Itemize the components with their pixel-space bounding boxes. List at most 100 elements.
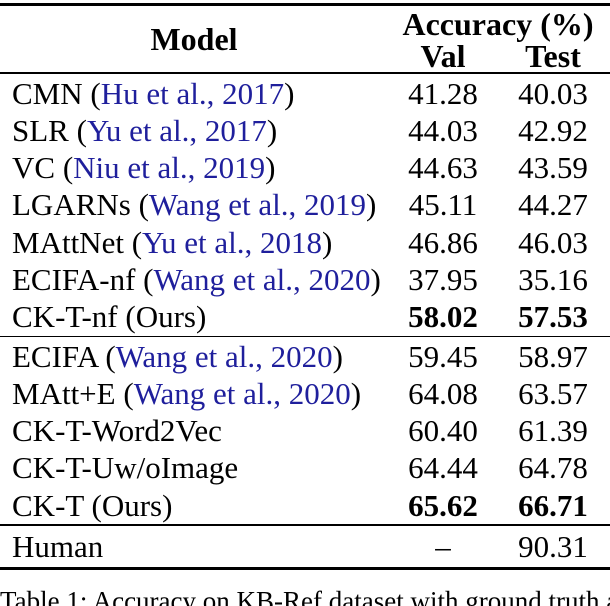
citation: (Yu et al., 2018) <box>123 224 333 260</box>
val-cell: 64.08 <box>408 376 478 412</box>
citation: (Wang et al., 2020) <box>116 376 361 411</box>
citation: (Hu et al., 2017) <box>83 75 295 111</box>
model-cell: LGARNs (Wang et al., 2019) <box>0 187 388 223</box>
citation-link[interactable]: Yu et al., 2017 <box>86 112 267 148</box>
citation: (Wang et al., 2020) <box>135 261 381 297</box>
val-cell: 44.03 <box>408 112 478 148</box>
val-cell: 59.45 <box>408 338 478 374</box>
close-paren: ) <box>332 338 343 374</box>
citation-link[interactable]: Wang et al., 2020 <box>133 376 351 412</box>
section-divider-rule <box>0 524 610 527</box>
table-section: Human – 90.31 <box>0 526 610 567</box>
val-cell: 65.62 <box>408 487 478 523</box>
model-name: CK-T-Word2Vec <box>12 413 222 449</box>
val-cell: 64.44 <box>408 450 478 486</box>
table-header: Model Accuracy (%) Val Test <box>0 6 610 72</box>
table-row: Human – 90.31 <box>0 527 610 567</box>
model-cell: ECIFA (Wang et al., 2020) <box>0 339 388 375</box>
test-cell: 35.16 <box>518 261 588 297</box>
citation-link[interactable]: Hu et al., 2017 <box>100 75 285 111</box>
model-cell: CK-T-Word2Vec <box>0 413 388 449</box>
citation: (Yu et al., 2017) <box>68 112 278 148</box>
table-row: ECIFA-nf (Wang et al., 2020) 37.95 35.16 <box>0 261 610 298</box>
close-paren: ) <box>365 187 377 223</box>
table-row: ECIFA (Wang et al., 2020) 59.45 58.97 <box>0 338 610 375</box>
val-cell: 44.63 <box>408 150 478 186</box>
model-cell: MAtt+E (Wang et al., 2020) <box>0 376 388 412</box>
model-cell: ECIFA-nf (Wang et al., 2020) <box>0 262 388 298</box>
open-paren: ( <box>97 338 116 374</box>
table-row: VC (Niu et al., 2019) 44.63 43.59 <box>0 150 610 187</box>
open-paren: ( <box>135 261 154 297</box>
val-cell: 58.02 <box>408 298 478 334</box>
table-row: CK-T (Ours) 65.62 66.71 <box>0 487 610 524</box>
close-paren: ) <box>370 261 381 297</box>
model-name: CMN <box>12 75 83 111</box>
model-cell: MAttNet (Yu et al., 2018) <box>0 225 388 261</box>
subheader-row: Val Test <box>388 37 608 74</box>
model-cell: Human <box>0 529 388 565</box>
citation-link[interactable]: Wang et al., 2019 <box>148 187 366 223</box>
open-paren: ( <box>130 187 149 223</box>
model-name: CK-T-Uw/oImage <box>12 450 239 486</box>
val-cell: 41.28 <box>408 75 478 111</box>
test-cell: 63.57 <box>518 376 588 412</box>
citation-link[interactable]: Wang et al., 2020 <box>115 338 333 374</box>
accuracy-header-group: Accuracy (%) Val Test <box>388 6 610 72</box>
citation-link[interactable]: Wang et al., 2020 <box>153 261 371 297</box>
close-paren: ) <box>265 150 276 186</box>
close-paren: ) <box>321 224 333 260</box>
table-caption: Table 1: Accuracy on KB-Ref dataset with… <box>0 586 610 606</box>
model-name: VC <box>12 150 56 186</box>
table-row: LGARNs (Wang et al., 2019) 45.11 44.27 <box>0 187 610 224</box>
test-cell: 90.31 <box>518 529 588 565</box>
citation: (Wang et al., 2020) <box>98 339 343 374</box>
table-row: SLR (Yu et al., 2017) 44.03 42.92 <box>0 112 610 149</box>
open-paren: ( <box>68 112 87 148</box>
table-body: CMN (Hu et al., 2017) 41.28 40.03 SLR (Y… <box>0 74 610 567</box>
test-cell: 61.39 <box>518 413 588 449</box>
citation: (Wang et al., 2019) <box>130 187 377 223</box>
model-name: ECIFA <box>12 338 98 374</box>
val-cell: 45.11 <box>408 187 478 223</box>
close-paren: ) <box>350 376 362 412</box>
citation-link[interactable]: Yu et al., 2018 <box>142 224 322 260</box>
val-cell: 46.86 <box>408 224 478 260</box>
table-row: MAtt+E (Wang et al., 2020) 64.08 63.57 <box>0 375 610 412</box>
test-cell: 66.71 <box>518 487 588 523</box>
val-cell: – <box>435 529 451 565</box>
model-name: MAtt+E <box>12 376 116 412</box>
test-cell: 57.53 <box>518 298 588 334</box>
table-row: CK-T-nf (Ours) 58.02 57.53 <box>0 298 610 335</box>
table-row: CK-T-Word2Vec 60.40 61.39 <box>0 413 610 450</box>
table-row: CK-T-Uw/oImage 64.44 64.78 <box>0 450 610 487</box>
section-divider-rule <box>0 335 610 338</box>
model-cell: CMN (Hu et al., 2017) <box>0 76 388 112</box>
citation: (Niu et al., 2019) <box>55 150 276 186</box>
open-paren: ( <box>123 224 143 260</box>
table-section: ECIFA (Wang et al., 2020) 59.45 58.97 MA… <box>0 337 610 524</box>
table-top-rule <box>0 3 610 7</box>
test-cell: 58.97 <box>518 338 588 374</box>
test-cell: 64.78 <box>518 450 588 486</box>
table-row: CMN (Hu et al., 2017) 41.28 40.03 <box>0 75 610 112</box>
column-header-model: Model <box>150 20 238 57</box>
model-cell: VC (Niu et al., 2019) <box>0 150 388 186</box>
model-name: CK-T (Ours) <box>12 487 173 523</box>
model-cell: CK-T-Uw/oImage <box>0 450 388 486</box>
model-name: ECIFA-nf <box>12 261 136 297</box>
model-name: LGARNs <box>12 187 131 223</box>
close-paren: ) <box>284 75 295 111</box>
test-cell: 43.59 <box>518 150 588 186</box>
model-name: SLR <box>12 112 69 148</box>
column-header-test: Test <box>525 37 581 74</box>
table-bottom-rule <box>0 567 610 571</box>
citation-link[interactable]: Niu et al., 2019 <box>73 150 266 186</box>
column-header-accuracy: Accuracy (%) <box>402 5 594 42</box>
model-name: MAttNet <box>12 224 124 260</box>
test-cell: 44.27 <box>518 187 588 223</box>
close-paren: ) <box>266 112 278 148</box>
column-header-val: Val <box>420 37 466 74</box>
model-name: Human <box>12 529 104 565</box>
